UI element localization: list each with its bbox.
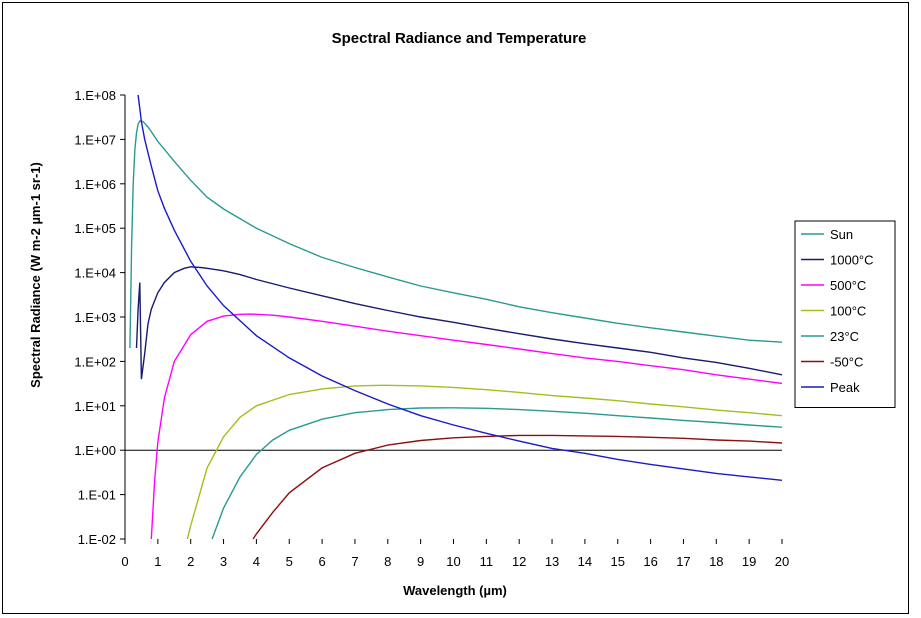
legend-label: -50°C [830, 355, 863, 370]
y-tick-label: 1.E+07 [74, 132, 116, 147]
y-tick-label: 1.E-02 [78, 532, 116, 547]
y-axis-title: Spectral Radiance (W m-2 µm-1 sr-1) [28, 162, 43, 388]
y-tick-label: 1.E+01 [74, 399, 116, 414]
y-tick-label: 1.E+06 [74, 177, 116, 192]
x-tick-label: 4 [253, 554, 260, 569]
x-tick-label: 17 [676, 554, 690, 569]
x-tick-label: 6 [318, 554, 325, 569]
series-line-500c [150, 313, 783, 540]
series-line-23c [211, 407, 783, 540]
series-line-1000c [135, 266, 783, 380]
x-tick-label: 15 [611, 554, 625, 569]
y-tick-label: 1.E+08 [74, 88, 116, 103]
chart-frame: Spectral Radiance and Temperature Wavele… [2, 2, 909, 614]
x-tick-label: 9 [417, 554, 424, 569]
y-tick-label: 1.E-01 [78, 488, 116, 503]
x-tick-label: 11 [480, 554, 494, 569]
x-tick-label: 0 [121, 554, 128, 569]
y-tick-label: 1.E+04 [74, 266, 116, 281]
x-tick-label: 3 [220, 554, 227, 569]
x-tick-label: 19 [742, 554, 756, 569]
x-tick-label: 8 [384, 554, 391, 569]
y-tick-label: 1.E+00 [74, 443, 116, 458]
x-tick-label: 20 [775, 554, 789, 569]
legend-label: 23°C [830, 329, 859, 344]
x-tick-label: 18 [709, 554, 723, 569]
legend-label: Peak [830, 380, 860, 395]
y-tick-label: 1.E+02 [74, 354, 116, 369]
legend-box [794, 220, 896, 408]
legend: Sun 1000°C 500°C 100°C 23°C -50°C Peak [794, 220, 896, 408]
chart-svg: Spectral Radiance and Temperature Wavele… [28, 30, 896, 598]
chart-title: Spectral Radiance and Temperature [332, 30, 587, 47]
x-tick-label: 14 [578, 554, 592, 569]
x-tick-label: 5 [286, 554, 293, 569]
legend-label: 500°C [830, 278, 866, 293]
x-tick-label: 1 [154, 554, 161, 569]
x-axis-title: Wavelength (µm) [403, 583, 507, 598]
x-tick-label: 7 [351, 554, 358, 569]
series-layer [129, 94, 783, 540]
x-tick-label: 12 [512, 554, 526, 569]
legend-label: 100°C [830, 304, 866, 319]
x-tick-label: 10 [446, 554, 460, 569]
axes-layer: 1.E+08 1.E+07 1.E+06 1.E+05 1.E+04 1.E+03 1.E+… [74, 88, 789, 569]
x-tick-label: 2 [187, 554, 194, 569]
series-line-sun [129, 120, 783, 349]
series-line-100c [186, 384, 783, 540]
legend-label: 1000°C [830, 253, 874, 268]
y-tick-label: 1.E+03 [74, 310, 116, 325]
series-line-peak [137, 94, 783, 481]
legend-label: Sun [830, 227, 853, 242]
x-tick-label: 13 [545, 554, 559, 569]
y-tick-label: 1.E+05 [74, 221, 116, 236]
series-line-50c [252, 434, 783, 540]
x-tick-label: 16 [643, 554, 657, 569]
